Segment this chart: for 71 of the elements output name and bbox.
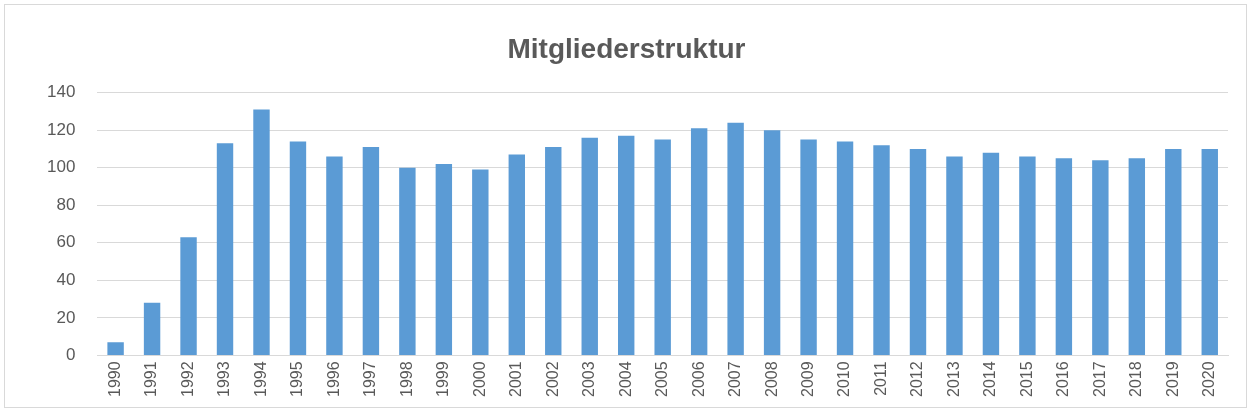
x-tick-label: 2015	[1017, 361, 1035, 397]
x-tick-label: 1990	[106, 361, 124, 397]
bar	[253, 109, 270, 355]
bar	[1092, 160, 1109, 355]
x-tick-label: 2016	[1054, 361, 1072, 397]
bar	[763, 130, 781, 355]
bar	[581, 137, 598, 355]
x-tick-label: 2009	[798, 361, 816, 397]
x-tick-label: 2004	[616, 361, 634, 397]
bar	[690, 128, 708, 355]
x-tick-label: 2013	[944, 361, 962, 397]
bar	[800, 139, 817, 355]
x-tick-label: 2001	[507, 361, 525, 397]
x-tick-label: 1991	[142, 361, 160, 397]
y-tick-label: 60	[56, 232, 76, 252]
bar	[654, 139, 671, 355]
x-tick-label: 1999	[434, 361, 452, 397]
bar	[836, 141, 854, 355]
bar	[180, 237, 197, 355]
chart-title: Mitgliederstruktur	[507, 32, 746, 64]
x-tick-label: 2003	[580, 361, 598, 397]
x-tick-label: 1997	[361, 361, 379, 397]
bar	[107, 342, 124, 355]
y-tick-label: 140	[46, 82, 76, 102]
x-tick-label: 2014	[981, 361, 999, 397]
bar	[1055, 158, 1073, 355]
bar	[326, 156, 343, 355]
y-tick-label: 120	[46, 119, 76, 139]
y-tick-label: 80	[56, 194, 76, 214]
bar	[946, 156, 963, 355]
x-tick-label: 2010	[835, 361, 853, 397]
x-tick-label: 2018	[1127, 361, 1145, 397]
bar	[618, 135, 635, 355]
x-tick-label: 1993	[215, 361, 233, 397]
y-tick-label: 20	[56, 307, 76, 327]
x-tick-label: 1995	[288, 361, 306, 397]
x-tick-label: 2002	[543, 361, 561, 397]
bar	[435, 163, 453, 355]
x-tick-label: 1998	[397, 361, 415, 397]
bar	[362, 147, 380, 355]
bar	[873, 145, 890, 355]
bar	[508, 154, 525, 355]
x-tick-label: 2000	[470, 361, 488, 397]
y-tick-label: 0	[65, 345, 76, 365]
bar	[143, 302, 161, 355]
bar	[1128, 158, 1146, 355]
x-tick-label: 2006	[689, 361, 707, 397]
x-tick-label: 2011	[871, 361, 889, 396]
bar	[399, 167, 416, 355]
x-tick-label: 2012	[908, 361, 926, 397]
x-tick-label: 2008	[762, 361, 780, 397]
bar	[1201, 148, 1218, 355]
bar	[289, 141, 307, 355]
bar	[727, 122, 744, 355]
x-tick-label: 1994	[251, 361, 269, 397]
bar	[1165, 148, 1182, 355]
x-tick-label: 2020	[1200, 361, 1218, 397]
x-tick-label: 2007	[726, 361, 744, 397]
x-tick-label: 2005	[653, 361, 671, 397]
bar	[545, 147, 562, 355]
x-tick-label: 1996	[324, 361, 342, 397]
x-tick-label: 1992	[178, 361, 196, 397]
bar	[1019, 156, 1036, 355]
bar	[909, 148, 927, 355]
bar	[216, 143, 234, 355]
y-tick-label: 100	[46, 157, 76, 177]
x-tick-label: 2019	[1163, 361, 1181, 397]
bar	[472, 169, 489, 355]
y-tick-label: 40	[56, 270, 76, 290]
bar	[982, 152, 1000, 355]
x-tick-label: 2017	[1090, 361, 1108, 397]
